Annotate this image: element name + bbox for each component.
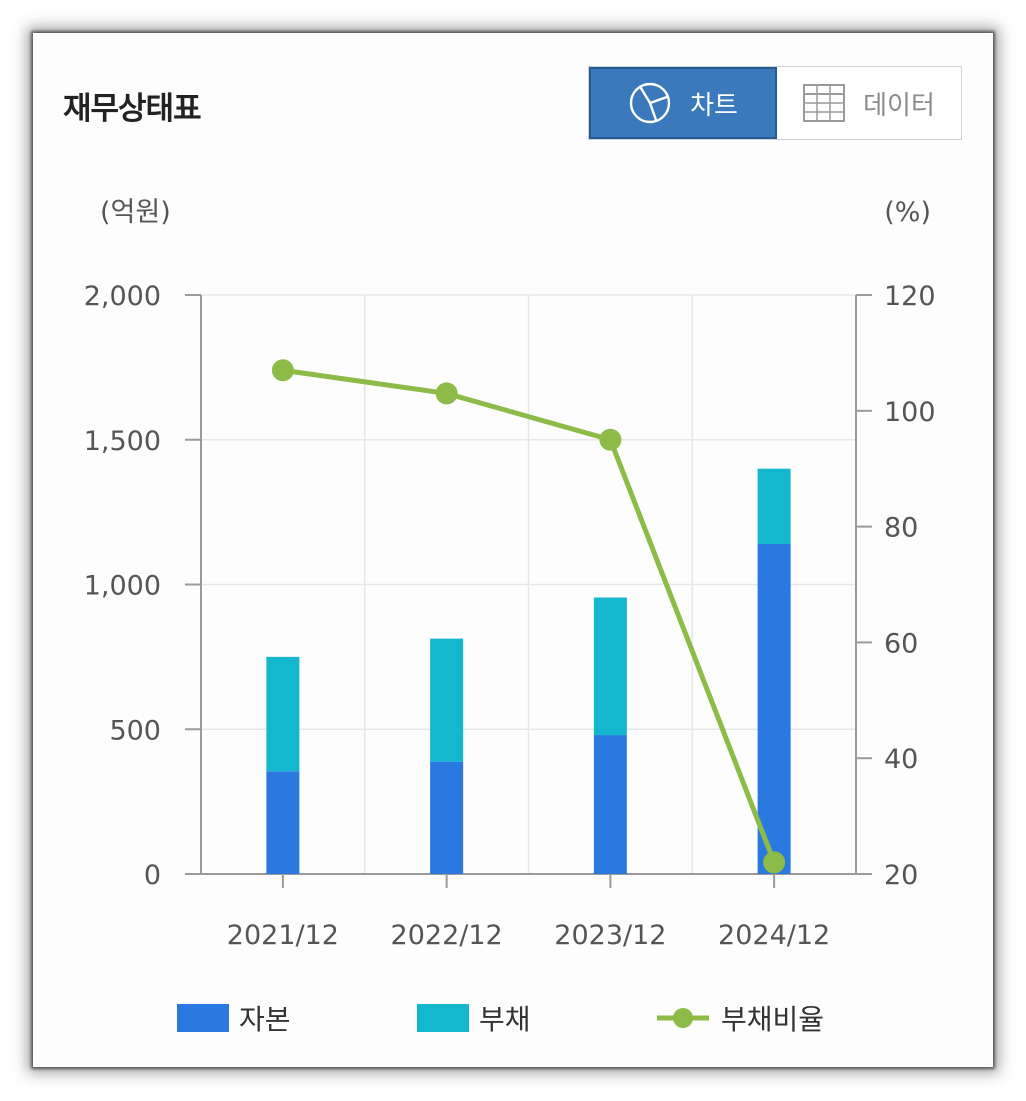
bar-equity: [757, 543, 791, 874]
legend-swatch-debt-ratio: [657, 1008, 709, 1028]
right-axis-tick-label: 80: [884, 513, 918, 544]
legend-item-liabilities: 부채: [417, 998, 531, 1038]
x-axis-tick-label: 2021/12: [227, 920, 339, 951]
legend-label-debt-ratio: 부채비율: [721, 1003, 825, 1036]
debt-ratio-point: [599, 428, 622, 451]
chart-legend: 자본 부채 부채비율: [33, 998, 993, 1038]
left-axis-tick-label: 0: [144, 860, 161, 891]
right-axis-tick-label: 20: [884, 860, 918, 891]
data-view-label: 데이터: [863, 90, 935, 121]
legend-item-debt-ratio: 부채비율: [655, 998, 824, 1038]
table-grid-icon: [803, 84, 846, 122]
data-view-button[interactable]: 데이터: [777, 67, 961, 139]
x-axis-tick-label: 2022/12: [391, 920, 503, 951]
debt-ratio-point: [435, 382, 458, 405]
bar-equity: [430, 761, 464, 874]
x-axis-tick-label: 2024/12: [718, 920, 830, 951]
legend-swatch-liabilities: [417, 1004, 469, 1032]
debt-ratio-point: [763, 851, 786, 874]
bar-equity: [266, 771, 300, 874]
bar-liabilities: [266, 656, 300, 772]
debt-ratio-line: [282, 367, 777, 864]
bar-liabilities: [757, 468, 791, 544]
card-title: 재무상태표: [63, 91, 202, 127]
bar-equity: [593, 735, 627, 874]
right-axis-tick-label: 60: [884, 628, 918, 659]
legend-item-equity: 자본: [177, 998, 291, 1038]
view-toggle: 차트 데이터: [588, 66, 962, 140]
right-axis-tick-label: 40: [884, 744, 918, 775]
left-axis-tick-label: 1,000: [84, 571, 161, 602]
legend-label-equity: 자본: [239, 1003, 291, 1036]
left-axis-tick-label: 1,500: [84, 426, 161, 457]
chart-view-button[interactable]: 차트: [589, 67, 777, 139]
left-axis-tick-label: 2,000: [84, 281, 161, 312]
right-axis-unit-label: (%): [884, 197, 931, 228]
chart-view-label: 차트: [690, 90, 738, 121]
legend-swatch-equity: [177, 1004, 229, 1032]
legend-label-liabilities: 부채: [479, 1003, 531, 1036]
bar-liabilities: [430, 638, 464, 762]
bar-liabilities: [593, 597, 627, 736]
pie-chart-icon: [628, 81, 672, 125]
balance-sheet-card: 재무상태표 차트: [33, 33, 993, 1067]
right-axis-tick-label: 120: [884, 281, 936, 312]
debt-ratio-point: [271, 359, 294, 382]
left-axis-tick-label: 500: [109, 715, 161, 746]
balance-sheet-chart: 2,000 1,500 1,000 500 0 120 100 80 60 40 20 (억원) (%)…: [84, 197, 936, 951]
left-axis-unit-label: (억원): [100, 197, 171, 228]
right-axis-tick-label: 100: [884, 397, 936, 428]
x-axis-tick-label: 2023/12: [554, 920, 666, 951]
